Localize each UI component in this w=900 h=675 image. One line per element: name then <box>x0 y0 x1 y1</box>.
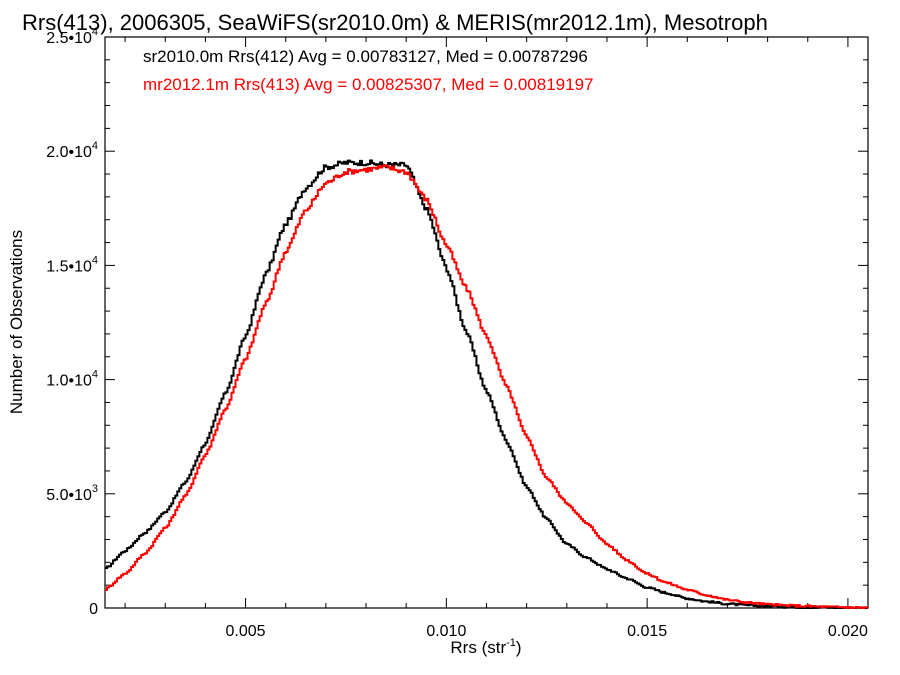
y-tick-label-mantissa: 1.0•10 <box>46 373 92 390</box>
x-tick-label: 0.015 <box>627 623 667 640</box>
y-tick-label-mantissa: 5.0•10 <box>46 487 92 504</box>
x-axis-title-base: Rrs (str <box>450 638 506 657</box>
y-tick-label: 1.5•104 <box>46 254 98 275</box>
stats-label-seawifs: sr2010.0m Rrs(412) Avg = 0.00783127, Med… <box>143 47 588 66</box>
y-tick-label: 0 <box>89 601 98 618</box>
y-tick-label-exponent: 3 <box>92 483 98 495</box>
series-layer <box>105 159 868 609</box>
y-tick-label-exponent: 4 <box>92 26 98 38</box>
y-tick-label: 2.5•104 <box>46 26 98 47</box>
y-tick-label-mantissa: 2.5•10 <box>46 30 92 47</box>
chart-title: Rrs(413), 2006305, SeaWiFS(sr2010.0m) & … <box>22 10 768 35</box>
y-tick-label-exponent: 4 <box>92 140 98 152</box>
series-seawifs-line <box>105 159 868 609</box>
y-tick-label-mantissa: 0 <box>89 601 98 618</box>
y-tick-label: 5.0•103 <box>46 483 98 504</box>
y-axis-title: Number of Observations <box>7 230 26 414</box>
axis-ticks <box>105 36 868 609</box>
x-axis-title-close: ) <box>516 638 522 657</box>
x-tick-label: 0.020 <box>828 623 868 640</box>
x-tick-labels: 0.005 0.010 0.015 0.020 <box>226 623 869 640</box>
y-tick-label-exponent: 4 <box>92 369 98 381</box>
plot-frame <box>104 36 869 609</box>
y-tick-label-exponent: 4 <box>92 254 98 266</box>
x-axis-title: Rrs (str-1) <box>450 637 521 657</box>
x-tick-label: 0.010 <box>426 623 466 640</box>
y-tick-label: 2.0•104 <box>46 140 98 161</box>
x-axis-title-exp: -1 <box>506 637 516 649</box>
stats-label-meris: mr2012.1m Rrs(413) Avg = 0.00825307, Med… <box>143 75 594 94</box>
y-tick-label-mantissa: 2.0•10 <box>46 144 92 161</box>
series-meris-line <box>105 164 868 609</box>
y-tick-label: 1.0•104 <box>46 369 98 390</box>
y-tick-label-mantissa: 1.5•10 <box>46 258 92 275</box>
x-tick-label: 0.005 <box>226 623 266 640</box>
